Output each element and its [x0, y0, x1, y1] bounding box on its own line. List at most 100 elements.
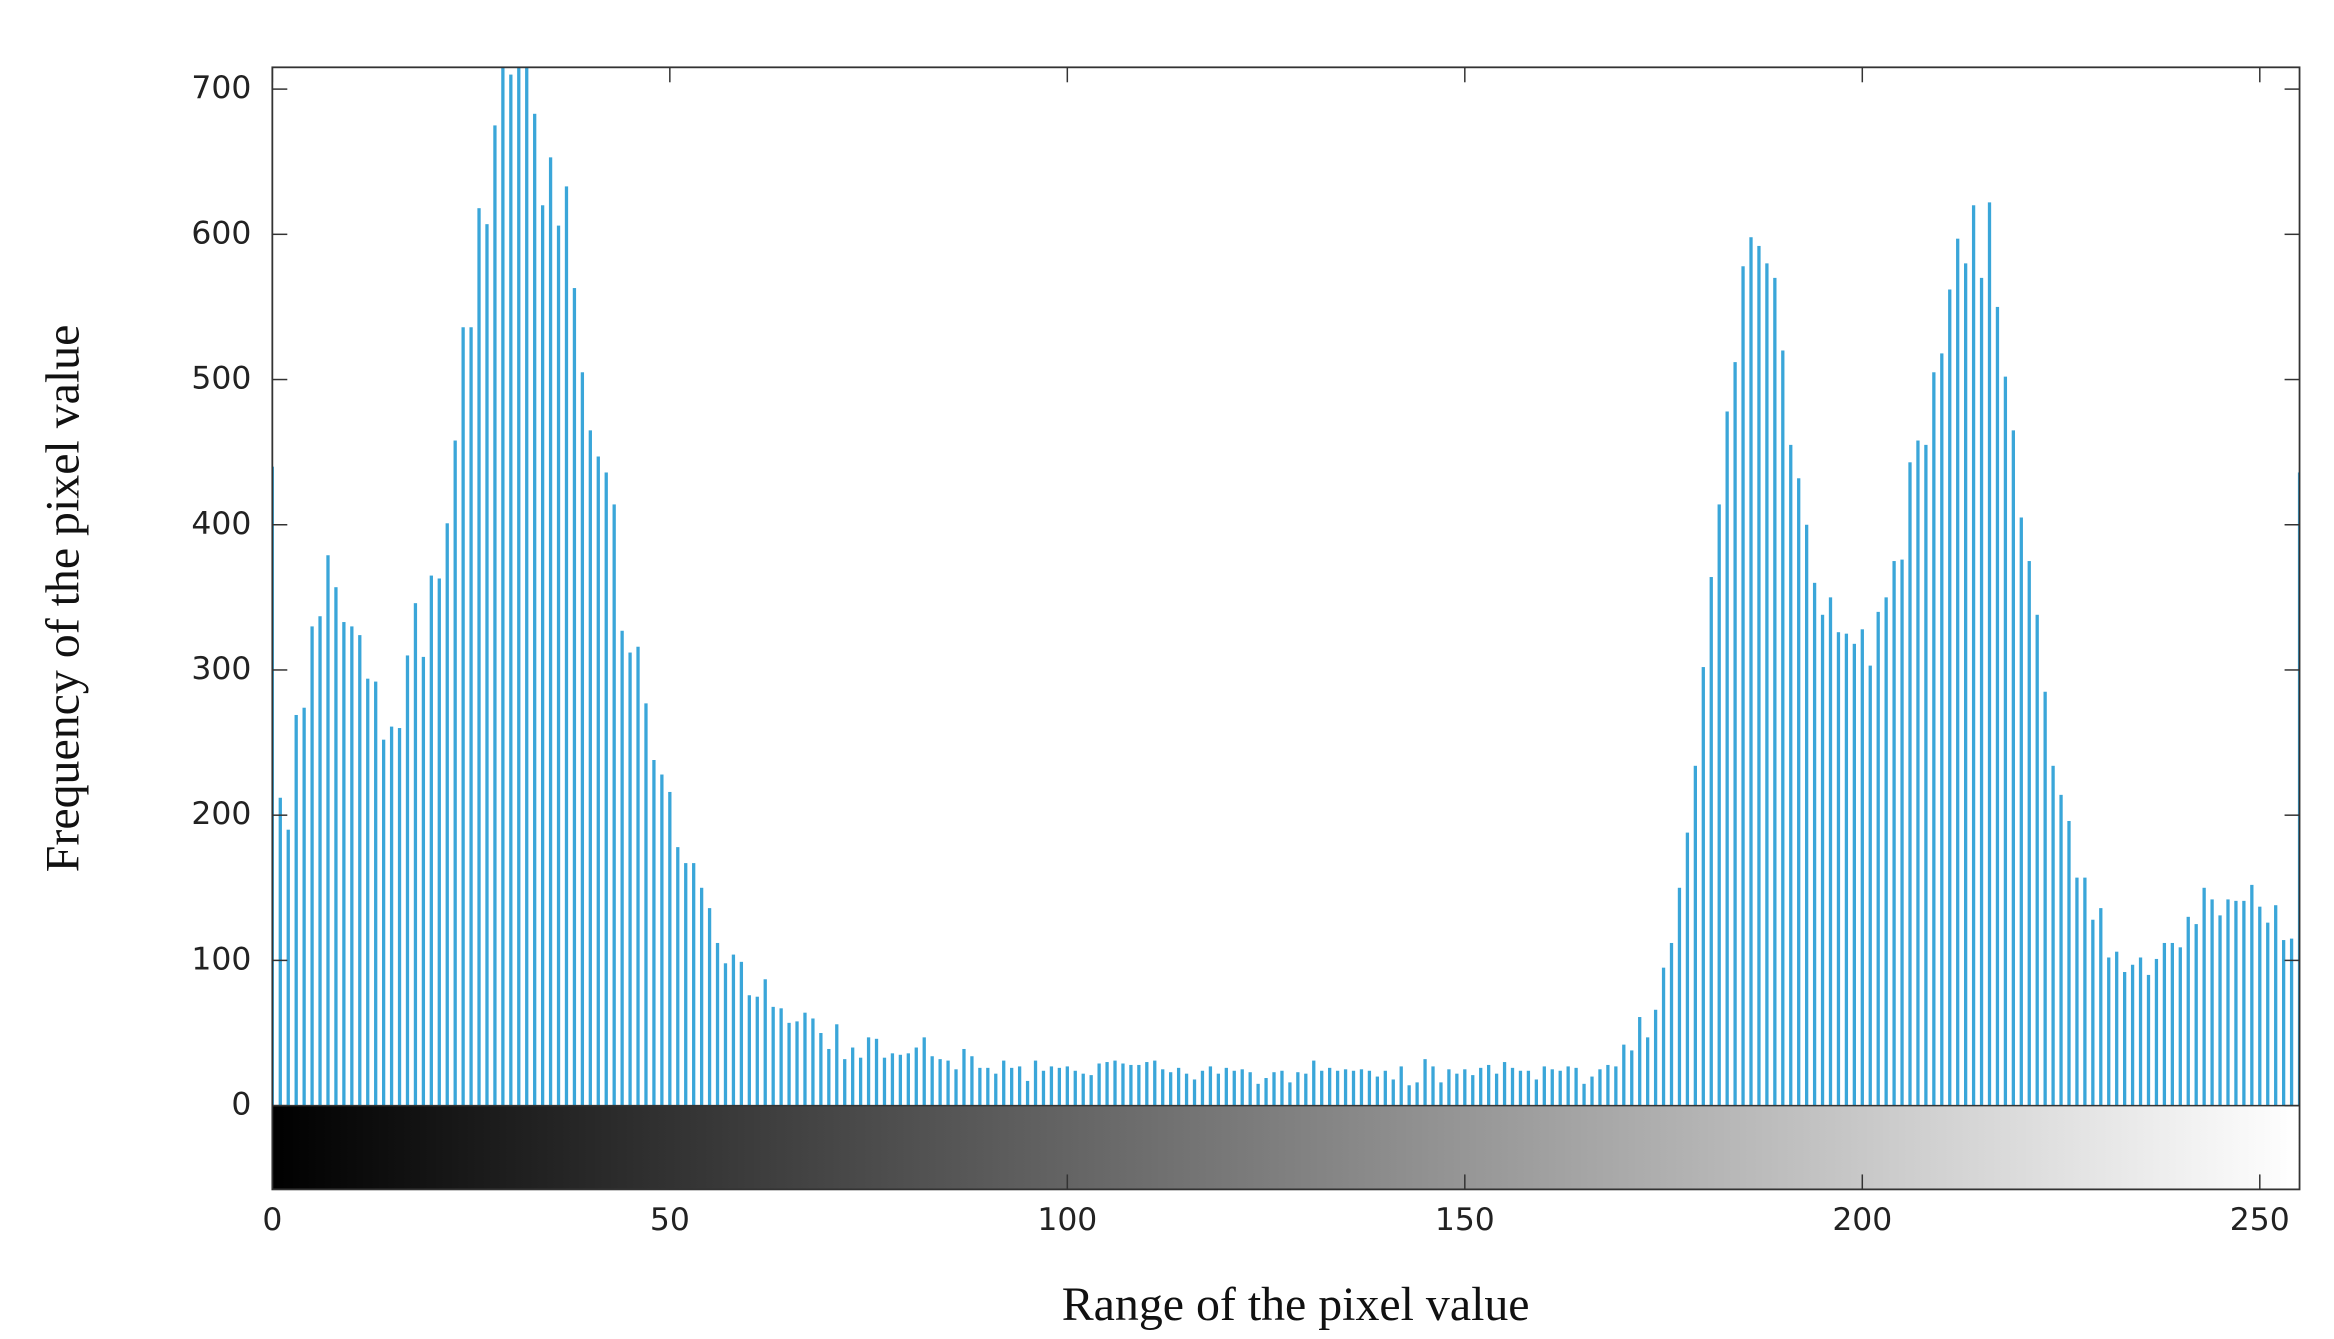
bar	[1956, 238, 1960, 1106]
bar	[1797, 478, 1801, 1106]
bar	[660, 774, 664, 1106]
bar	[898, 1054, 903, 1106]
bar	[676, 847, 680, 1106]
bar	[572, 288, 577, 1106]
bar	[1272, 1072, 1276, 1106]
bar	[358, 635, 362, 1106]
bar	[763, 979, 767, 1106]
bar	[1502, 1062, 1507, 1106]
x-tick-label: 250	[2230, 1202, 2290, 1238]
bar	[1057, 1067, 1062, 1106]
bar	[1940, 353, 1944, 1106]
bar	[2107, 957, 2111, 1106]
y-tick-label: 300	[191, 651, 251, 687]
bar	[1407, 1085, 1411, 1106]
bar	[2186, 916, 2190, 1106]
bar	[1288, 1082, 1292, 1106]
bar	[827, 1048, 831, 1106]
bar	[1224, 1067, 1228, 1106]
bar	[2115, 951, 2119, 1106]
bar	[501, 67, 505, 1106]
bar	[779, 1008, 783, 1106]
bar	[2274, 905, 2278, 1106]
bar	[2266, 922, 2270, 1106]
bar	[2162, 942, 2167, 1106]
bar	[326, 555, 330, 1106]
bar	[1200, 1070, 1205, 1106]
bar	[1328, 1067, 1332, 1106]
bar	[1256, 1083, 1260, 1106]
bar	[668, 791, 672, 1106]
bar	[1916, 440, 1920, 1106]
bar	[1773, 277, 1777, 1106]
bar	[1781, 350, 1785, 1106]
bar	[914, 1047, 918, 1106]
bar	[707, 908, 712, 1106]
y-tick-label: 500	[191, 361, 251, 397]
bar	[1971, 205, 1976, 1106]
bar	[612, 504, 616, 1106]
bar	[2083, 877, 2087, 1106]
bar	[580, 372, 585, 1106]
bar	[421, 656, 426, 1106]
bar	[381, 739, 386, 1106]
bar	[684, 863, 688, 1106]
bar	[429, 575, 433, 1106]
bar	[1415, 1082, 1419, 1106]
bar	[1630, 1050, 1634, 1106]
bar	[1049, 1066, 1054, 1106]
bar	[1320, 1070, 1324, 1106]
bar	[469, 327, 473, 1106]
bar	[1892, 561, 1896, 1106]
bar	[1121, 1063, 1125, 1106]
bar	[413, 603, 418, 1106]
bar	[2011, 430, 2015, 1106]
bar	[2138, 957, 2143, 1106]
bar	[342, 622, 346, 1106]
bar	[2218, 915, 2222, 1106]
bar	[922, 1037, 926, 1106]
bar	[1693, 765, 1697, 1106]
bar	[890, 1053, 895, 1106]
bar	[1717, 504, 1721, 1106]
bar	[620, 630, 624, 1106]
bar	[1900, 559, 1904, 1106]
bar	[874, 1038, 879, 1106]
bar	[723, 963, 728, 1106]
bar	[1828, 597, 1833, 1106]
y-tick-label: 400	[191, 506, 251, 542]
bar	[2075, 877, 2079, 1106]
bar	[1948, 289, 1952, 1106]
bar	[1113, 1060, 1117, 1106]
bar	[795, 1021, 799, 1106]
bar	[803, 1012, 807, 1106]
bar	[994, 1073, 998, 1106]
x-tick-label: 200	[1832, 1202, 1892, 1238]
bar	[1208, 1066, 1213, 1106]
x-tick-label: 150	[1435, 1202, 1495, 1238]
bar	[1471, 1075, 1475, 1106]
bar	[1646, 1037, 1650, 1106]
bar	[1932, 372, 1936, 1106]
bar	[302, 707, 306, 1106]
y-tick-label: 200	[191, 796, 251, 832]
bar	[2059, 794, 2063, 1106]
bar	[644, 703, 648, 1106]
bar	[493, 125, 497, 1106]
bar	[2051, 765, 2055, 1106]
bar	[286, 829, 290, 1106]
bar	[1542, 1066, 1546, 1106]
bar	[1812, 582, 1817, 1106]
x-axis-label: Range of the pixel value	[1062, 1278, 1530, 1331]
bar	[1924, 444, 1928, 1106]
bar	[1296, 1072, 1300, 1106]
bar	[1479, 1067, 1483, 1106]
bar	[2210, 899, 2214, 1106]
bar	[787, 1022, 791, 1106]
bar	[1876, 611, 1880, 1106]
bar	[1232, 1070, 1236, 1106]
bar	[739, 961, 744, 1106]
bar	[1765, 263, 1769, 1106]
bar	[366, 678, 370, 1106]
